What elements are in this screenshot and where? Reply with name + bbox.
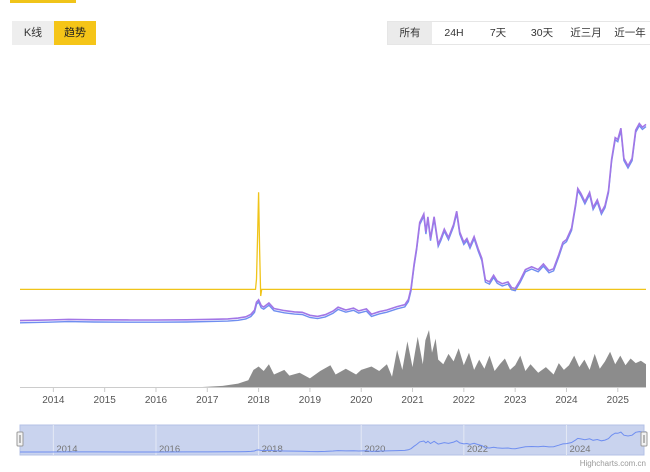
x-tick-label: 2019 bbox=[299, 395, 322, 406]
trend-view-button[interactable]: 趋势 bbox=[54, 21, 96, 45]
volume-area-layer bbox=[20, 330, 646, 387]
navigator-series-line bbox=[20, 431, 647, 453]
x-axis-ticks: 2014 2015 2016 2017 2018 2019 2020 2021 2022 2023… bbox=[42, 387, 629, 406]
range-24h-button[interactable]: 24H bbox=[444, 27, 464, 39]
x-tick-label: 2017 bbox=[196, 395, 219, 406]
x-tick-label: 2024 bbox=[555, 395, 578, 406]
navigator-year-label: 2014 bbox=[56, 444, 77, 455]
view-toggle: K线 趋势 bbox=[12, 21, 96, 45]
time-range-selector: 所有 24H 7天 30天 近三月 近一年 bbox=[387, 21, 650, 45]
navigator-year-label: 2020 bbox=[364, 444, 385, 455]
range-all-button[interactable]: 所有 bbox=[388, 22, 432, 44]
x-tick-label: 2016 bbox=[145, 395, 168, 406]
price-lines-layer bbox=[19, 122, 647, 324]
navigator-selected-range[interactable] bbox=[19, 424, 645, 456]
price-line bbox=[19, 122, 647, 322]
x-tick-label: 2014 bbox=[42, 395, 65, 406]
x-tick-label: 2020 bbox=[350, 395, 373, 406]
navigator-year-label: 2016 bbox=[159, 444, 180, 455]
range-1y-button[interactable]: 近一年 bbox=[614, 27, 646, 39]
x-tick-label: 2015 bbox=[94, 395, 117, 406]
kline-view-button[interactable]: K线 bbox=[12, 21, 54, 45]
flat-reference-line bbox=[20, 192, 646, 297]
range-7d-button[interactable]: 7天 bbox=[489, 27, 507, 39]
navigator[interactable]: 2014 2016 2018 2020 2022 2024 bbox=[16, 424, 648, 456]
top-accent-bar bbox=[10, 0, 76, 3]
chart-credit[interactable]: Highcharts.com.cn bbox=[580, 459, 646, 468]
secondary-price-line bbox=[19, 124, 647, 324]
navigator-year-label: 2024 bbox=[569, 444, 590, 455]
range-30d-button[interactable]: 30天 bbox=[530, 27, 554, 39]
x-tick-label: 2023 bbox=[504, 395, 527, 406]
navigator-year-label: 2018 bbox=[262, 444, 283, 455]
navigator-right-handle[interactable] bbox=[640, 431, 648, 447]
navigator-year-label: 2022 bbox=[467, 444, 488, 455]
x-tick-label: 2022 bbox=[453, 395, 476, 406]
navigator-left-handle[interactable] bbox=[16, 431, 24, 447]
x-tick-label: 2018 bbox=[247, 395, 270, 406]
range-3m-button[interactable]: 近三月 bbox=[570, 27, 602, 39]
x-tick-label: 2021 bbox=[401, 395, 424, 406]
x-tick-label: 2025 bbox=[607, 395, 630, 406]
volume-area bbox=[20, 330, 646, 387]
navigator-years: 2014 2016 2018 2020 2022 2024 bbox=[52, 425, 591, 455]
